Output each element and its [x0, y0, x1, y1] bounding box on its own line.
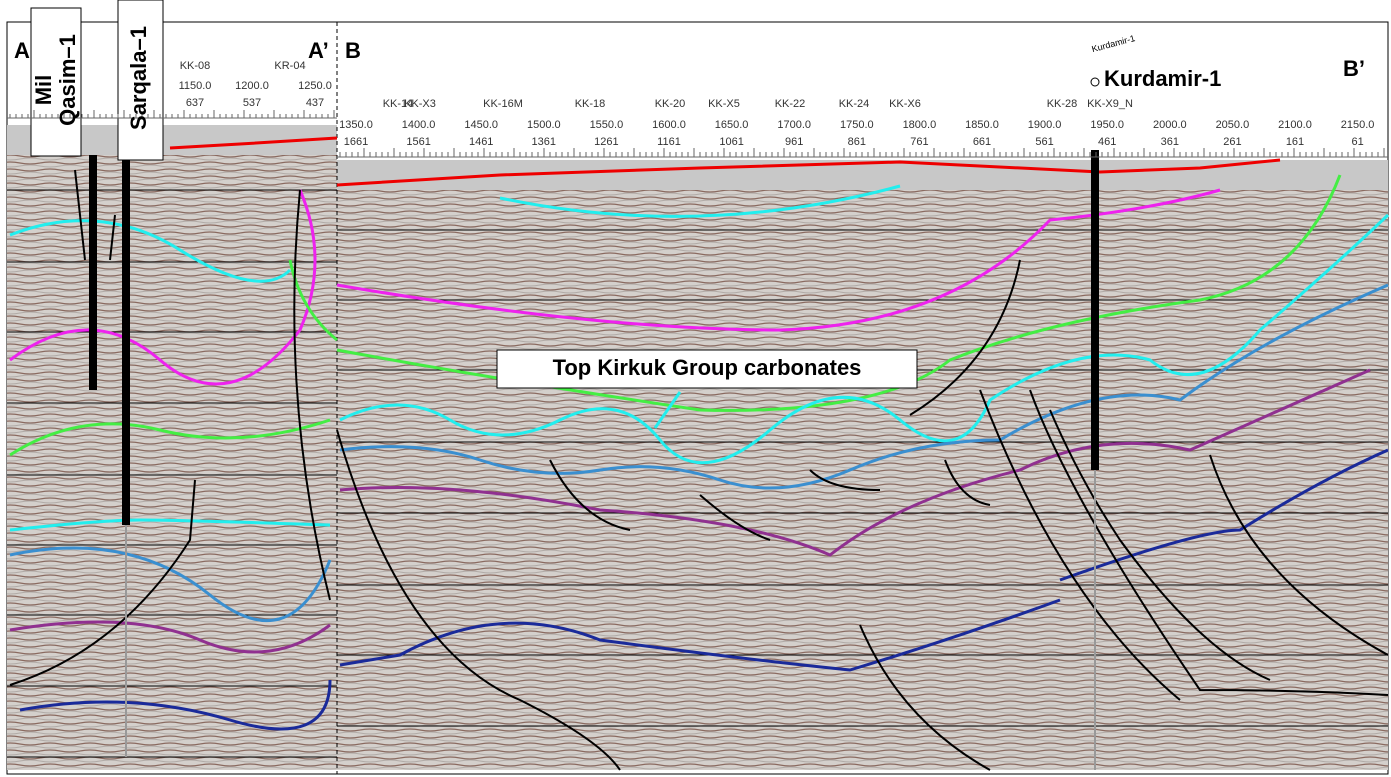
cdp-label: 561 — [1035, 136, 1053, 148]
shotpoint-label: 1600.0 — [652, 119, 686, 131]
shotpoint-label: 2100.0 — [1278, 119, 1312, 131]
shotpoint-label: 1500.0 — [527, 119, 561, 131]
cdp-label: 1061 — [719, 136, 743, 148]
faults — [9, 169, 1389, 771]
shotpoint-label: 1700.0 — [777, 119, 811, 131]
cdp-label: 661 — [973, 136, 991, 148]
shotpoint-label: 1650.0 — [715, 119, 749, 131]
cdp-label: 61 — [1351, 136, 1363, 148]
cdp-label: 461 — [1098, 136, 1116, 148]
shotpoint-label: 1550.0 — [590, 119, 624, 131]
station-label: KK-08 — [180, 60, 211, 72]
station-label: KK-20 — [655, 98, 686, 110]
shotpoint-label: 1950.0 — [1090, 119, 1124, 131]
station-label: KR-04 — [274, 60, 305, 72]
cdp-label: 437 — [306, 97, 324, 109]
well-kurdamir — [1091, 150, 1099, 470]
cdp-label: 961 — [785, 136, 803, 148]
shotpoint-label: 1750.0 — [840, 119, 874, 131]
cdp-label: 361 — [1161, 136, 1179, 148]
shotpoint-label: 1150.0 — [179, 80, 212, 92]
grid — [7, 189, 1388, 758]
annotation-arrow — [653, 391, 682, 429]
wells — [30, 0, 1100, 770]
cdp-label: 637 — [186, 97, 204, 109]
cdp-label: 161 — [1286, 136, 1304, 148]
section-label: A’ — [308, 38, 329, 63]
shotpoint-label: 2050.0 — [1216, 119, 1250, 131]
cdp-label: 1261 — [594, 136, 618, 148]
well-mil-qasim — [89, 155, 97, 390]
annotation: Top Kirkuk Group carbonates — [553, 355, 862, 380]
section-label: B’ — [1343, 56, 1365, 81]
shotpoint-label: 2000.0 — [1153, 119, 1187, 131]
well-label: Kurdamir-1 — [1104, 66, 1221, 91]
station-label: KK-X5 — [708, 98, 740, 110]
cdp-label: 1661 — [344, 136, 368, 148]
cdp-label: 1161 — [657, 136, 681, 148]
well-label: Qasim–1 — [55, 34, 80, 126]
well-label-box — [117, 0, 164, 161]
shotpoint-label: 1400.0 — [402, 119, 436, 131]
cdp-label: 1361 — [532, 136, 556, 148]
station-label: KK-X9_N — [1087, 98, 1133, 110]
well-sarqala — [122, 155, 130, 525]
shotpoint-label: 1800.0 — [903, 119, 937, 131]
well-label: Sarqala–1 — [126, 26, 151, 130]
labels: A A’ KK-08 KR-04 1150.0 637 1200.0 537 1250.0 437… — [7, 26, 1388, 158]
section-a-image — [7, 150, 337, 770]
cdp-label: 761 — [910, 136, 928, 148]
cdp-label: 537 — [243, 97, 261, 109]
station-label: KK-22 — [775, 98, 806, 110]
well-label: Mil — [31, 75, 56, 106]
well-label-box — [30, 7, 82, 157]
station-label: KK-16M — [483, 98, 523, 110]
cdp-label: 1561 — [406, 136, 430, 148]
cdp-label: 261 — [1223, 136, 1241, 148]
station-label: KK-18 — [575, 98, 606, 110]
shotpoint-label: 1350.0 — [339, 119, 373, 131]
shotpoint-label: 1200.0 — [235, 80, 269, 92]
station-label: KK-X6 — [889, 98, 921, 110]
shotpoint-label: 2150.0 — [1341, 119, 1375, 131]
station-label: KK-28 — [1047, 98, 1078, 110]
section-label: A — [14, 38, 30, 63]
station-label: KK-24 — [839, 98, 870, 110]
shotpoint-label: 1450.0 — [464, 119, 498, 131]
shotpoint-label: 1250.0 — [298, 80, 332, 92]
station-label: KK-X3 — [404, 98, 436, 110]
station-label: KK-14 — [383, 98, 414, 110]
cdp-label: 1461 — [469, 136, 493, 148]
shotpoint-label: 1850.0 — [965, 119, 999, 131]
section-label: B — [345, 38, 361, 63]
cdp-label: 861 — [848, 136, 866, 148]
shotpoint-label: 1900.0 — [1028, 119, 1062, 131]
annotation-box — [496, 349, 918, 389]
